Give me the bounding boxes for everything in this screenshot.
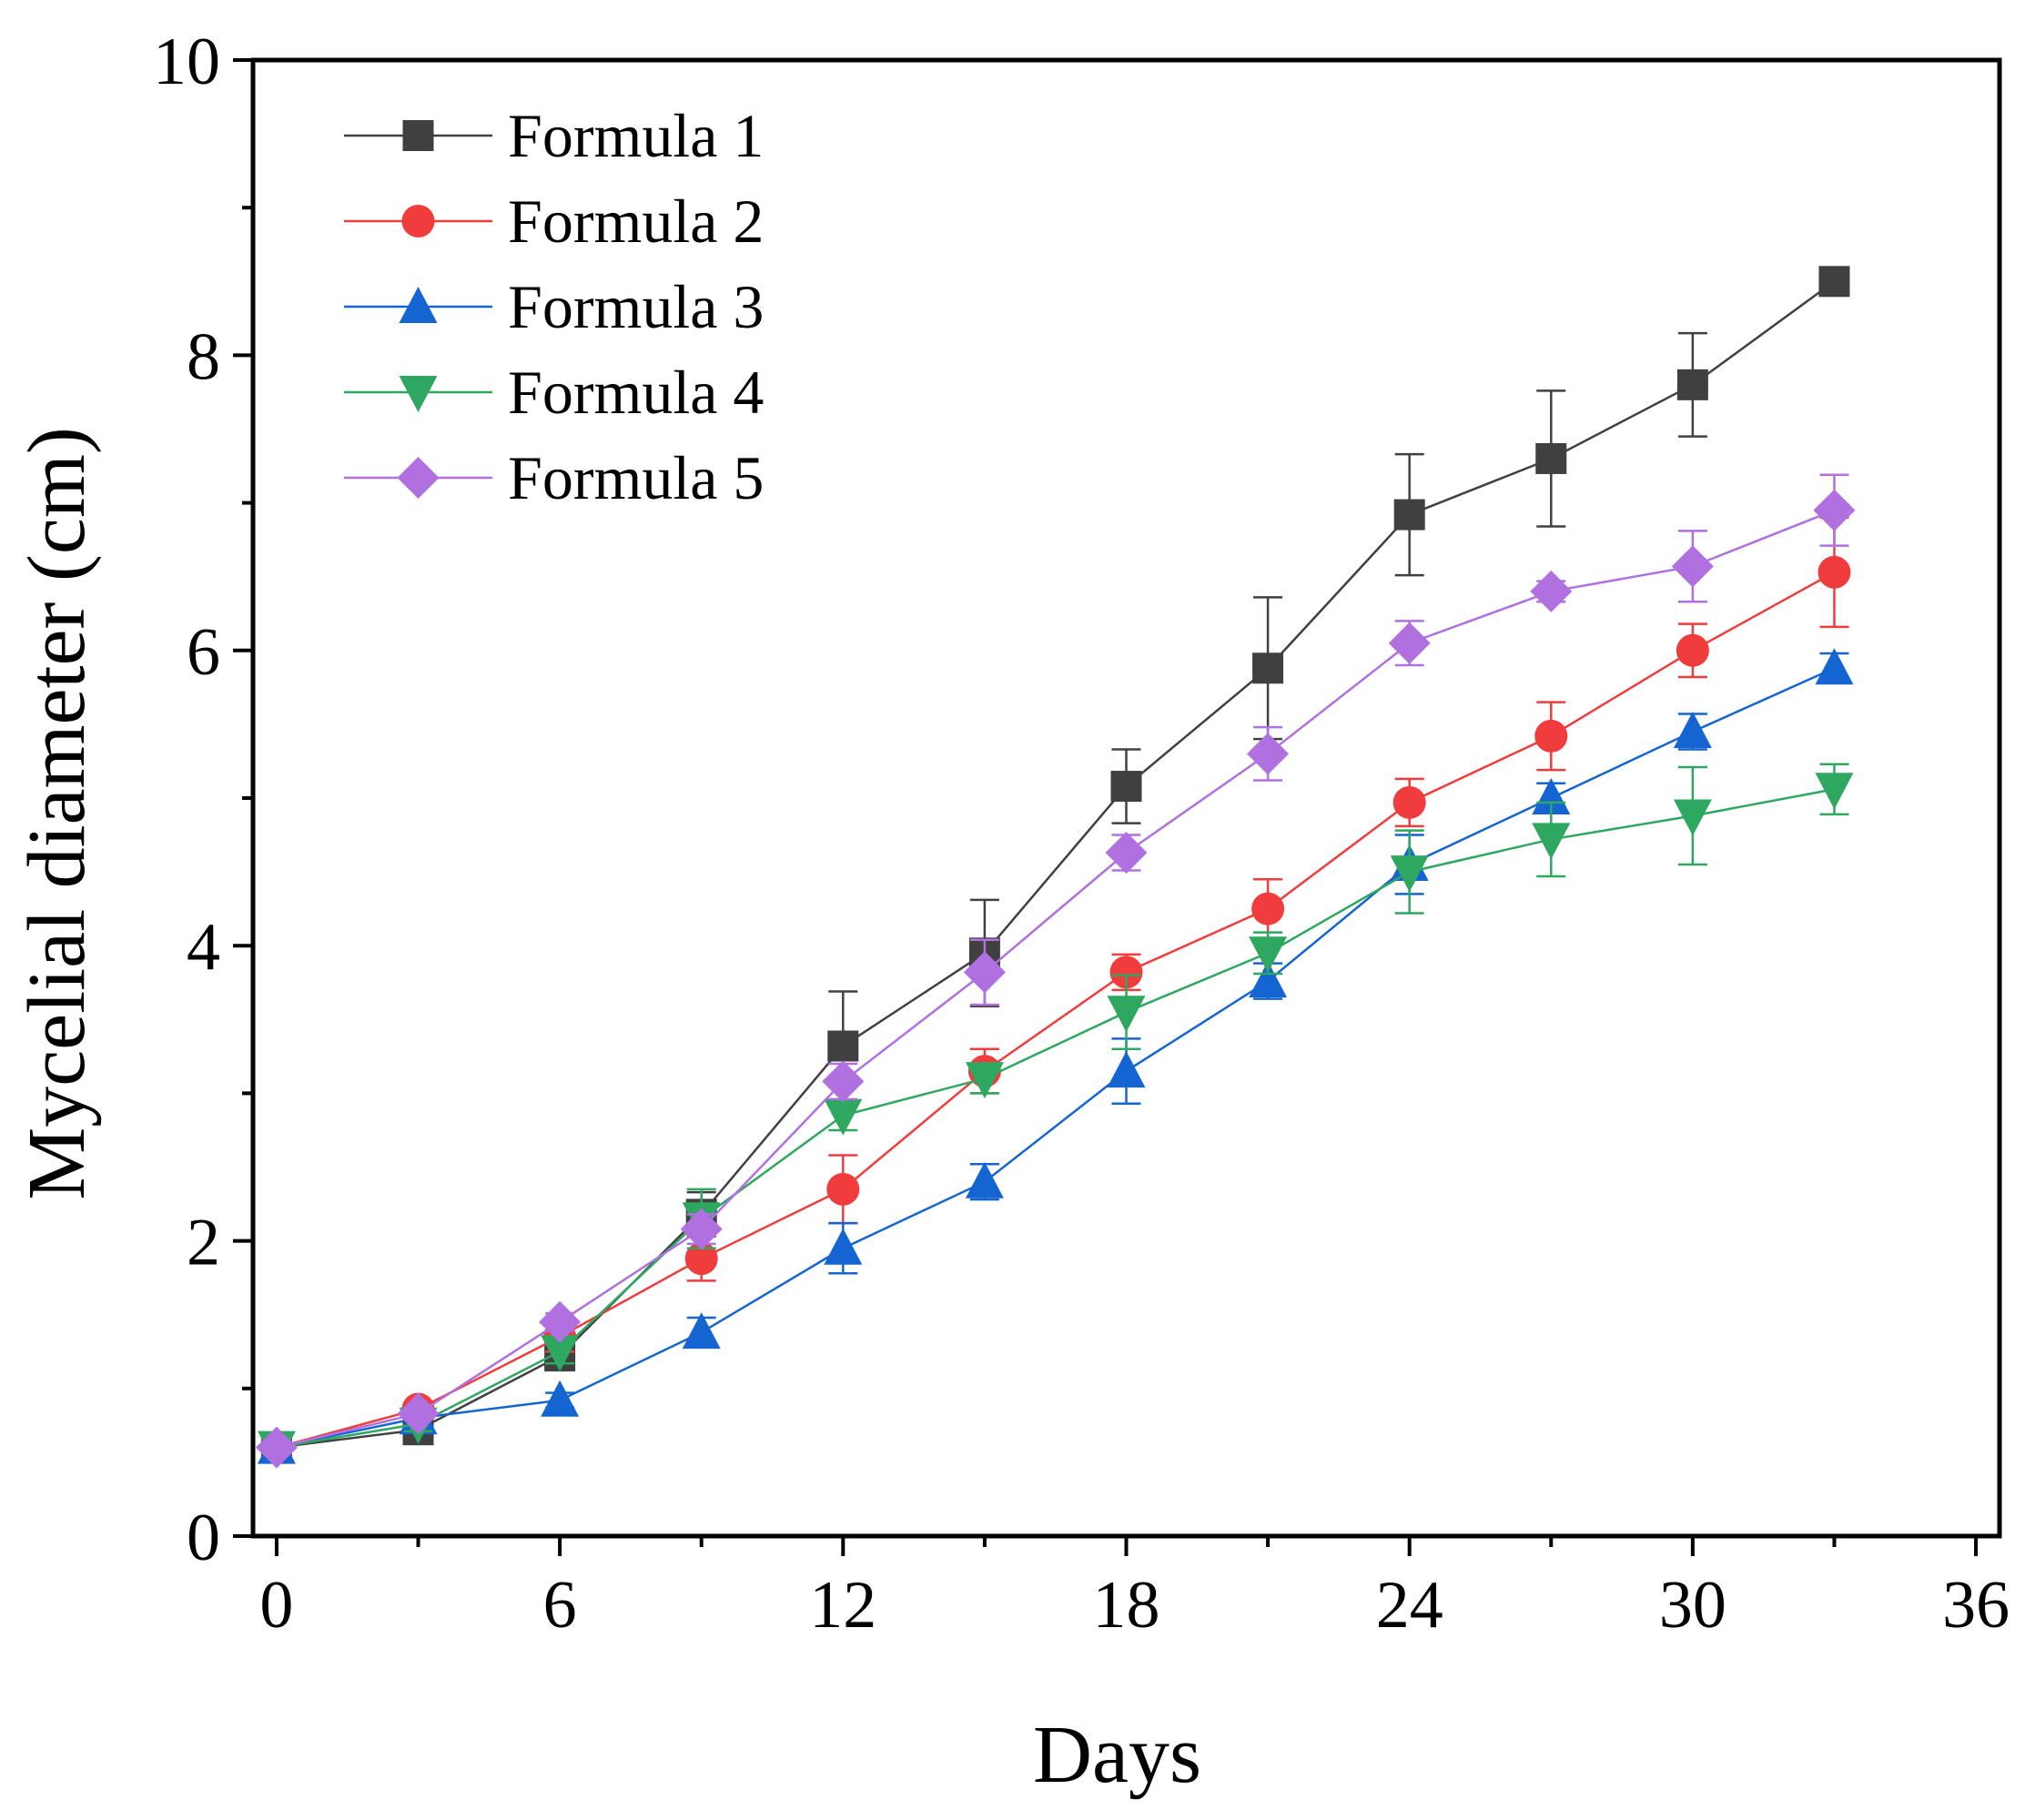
series-5-markers <box>255 489 1856 1469</box>
data-point <box>965 1062 1004 1099</box>
data-point <box>541 1335 580 1372</box>
data-point <box>1392 785 1426 819</box>
data-point <box>1676 369 1708 400</box>
x-tick-label: 6 <box>543 1568 577 1643</box>
data-point <box>1247 733 1290 775</box>
data-point <box>539 1300 582 1343</box>
data-point <box>1249 936 1288 974</box>
data-point <box>1818 266 1850 298</box>
data-point <box>826 1172 860 1206</box>
data-point <box>1673 799 1712 836</box>
legend-marker <box>399 287 438 323</box>
data-point <box>1676 633 1709 667</box>
y-axis-title: Mycelial diameter (cm) <box>12 427 102 1200</box>
data-point <box>1532 823 1571 860</box>
data-point <box>1388 622 1431 664</box>
legend-marker <box>399 376 438 412</box>
series-5-line <box>276 509 1835 1449</box>
y-tick-label: 6 <box>187 615 220 690</box>
series-2-line <box>276 571 1836 1449</box>
series-3-line <box>276 667 1835 1449</box>
legend-item-2: Formula 2 <box>344 187 764 256</box>
data-layer <box>255 266 1856 1469</box>
series-5 <box>255 473 1856 1469</box>
data-point <box>824 1228 863 1265</box>
x-tick-label: 12 <box>809 1568 876 1643</box>
data-point <box>827 1030 859 1062</box>
data-point <box>682 1312 721 1350</box>
x-tick-label: 18 <box>1093 1568 1160 1643</box>
x-tick-label: 30 <box>1659 1568 1726 1643</box>
data-point <box>1532 778 1571 814</box>
data-point <box>684 1242 718 1276</box>
y-tick-label: 2 <box>187 1206 220 1280</box>
data-point <box>1671 545 1714 588</box>
data-point <box>1107 996 1146 1033</box>
data-point <box>1249 961 1288 998</box>
legend-label: Formula 1 <box>508 101 764 170</box>
data-point <box>1252 652 1284 684</box>
x-axis-title: Days <box>1033 1710 1201 1800</box>
data-point <box>1813 489 1856 531</box>
data-point <box>965 1161 1004 1198</box>
data-point <box>1105 832 1148 875</box>
legend-marker <box>397 457 440 499</box>
legend-label: Formula 3 <box>508 272 764 341</box>
y-tick-label: 4 <box>187 910 220 985</box>
data-point <box>397 1392 440 1435</box>
data-point <box>824 1098 863 1136</box>
series-1-line <box>276 280 1836 1449</box>
y-tick-label: 8 <box>187 319 220 394</box>
data-point <box>1530 570 1573 612</box>
data-point <box>1817 555 1851 589</box>
data-point <box>822 1060 865 1103</box>
data-point <box>1815 648 1854 685</box>
data-point <box>1109 956 1143 989</box>
data-point <box>1534 719 1568 753</box>
data-point <box>1110 771 1142 803</box>
legend-marker <box>401 205 435 238</box>
legend-item-4: Formula 4 <box>344 358 764 427</box>
x-tick-label: 24 <box>1376 1568 1443 1643</box>
legend-label: Formula 5 <box>508 443 764 512</box>
legend-label: Formula 2 <box>508 187 764 256</box>
x-tick-label: 0 <box>259 1568 293 1643</box>
data-point <box>1107 1051 1146 1088</box>
legend-item-3: Formula 3 <box>344 272 764 341</box>
data-point <box>1815 773 1854 810</box>
legend: Formula 1 Formula 2 Formula 3 Formula 4 Form… <box>344 101 764 512</box>
data-point <box>1251 892 1285 925</box>
data-point <box>680 1208 723 1250</box>
legend-item-5: Formula 5 <box>344 443 764 512</box>
data-point <box>541 1380 580 1417</box>
y-tick-label: 10 <box>153 25 220 99</box>
data-point <box>1390 855 1429 893</box>
x-tick-label: 36 <box>1942 1568 2010 1643</box>
legend-marker <box>402 120 434 151</box>
data-point <box>1393 499 1425 531</box>
legend-label: Formula 4 <box>508 358 764 427</box>
data-point <box>1673 712 1712 749</box>
legend-item-1: Formula 1 <box>344 101 764 170</box>
y-tick-label: 0 <box>187 1501 220 1575</box>
data-point <box>1535 442 1567 474</box>
data-point <box>963 951 1006 994</box>
series-4-line <box>276 788 1835 1449</box>
data-point <box>255 1426 298 1469</box>
